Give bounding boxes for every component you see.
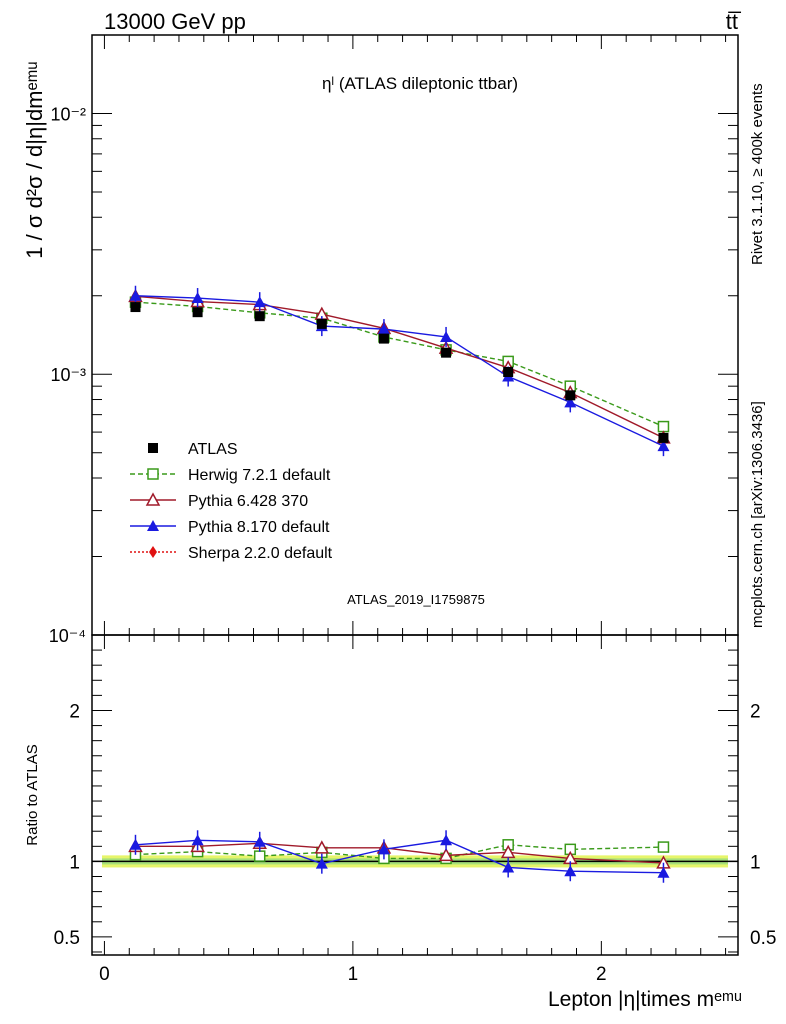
ratio-pythia-6-428-370-point [438,847,454,862]
ratio-pythia-8-170-default-point [657,866,670,878]
ratio-pythia-8-170-default-point [377,843,390,855]
main-atlas-point [503,367,514,378]
ratio-pythia-8-170-default-point [502,861,515,873]
legend-label-atlas: ATLAS [188,441,238,458]
ratio-y-tick-label-right: 2 [750,701,761,722]
legend-marker-herwig-7-2-1-default [147,468,159,480]
ratio-pythia-8-170-default-point [315,857,328,869]
ratio-herwig-7-2-1-default-point [253,850,266,862]
x-tick-label: 2 [596,964,607,985]
main-herwig-7-2-1-default-point [657,420,670,433]
main-pythia-8-170-default-point [377,323,390,335]
ratio-pythia-8-170-default-point [129,838,142,850]
header-left: 13000 GeV pp [104,9,246,34]
analysis-label: ATLAS_2019_I1759875 [347,592,485,607]
legend-marker-atlas [148,443,158,453]
ratio-pythia-8-170-default-point [191,834,204,846]
ratio-herwig-7-2-1-default-point [657,841,670,853]
x-axis-label: Lepton |η|times mᵉᵐᵘ [548,988,742,1011]
main-atlas-point [565,390,576,401]
x-tick-label: 1 [348,964,359,985]
main-pythia-8-170-default-point [564,396,577,408]
ratio-y-tick-label: 0.5 [54,928,80,949]
header-right: tt̅ [726,9,742,34]
main-pythia-8-170-default-point [129,289,142,301]
main-pythia-8-170-default-point [440,330,453,342]
ratio-pythia-6-428-370-point [500,844,516,859]
ratio-y-axis-label: Ratio to ATLAS [24,744,41,845]
ratio-y-tick-label: 2 [69,701,80,722]
y-tick-label: 10⁻⁴ [49,626,86,646]
main-pythia-8-170-default-point [253,296,266,308]
main-atlas-point [378,333,389,344]
legend-marker-pythia-8-170-default [147,520,159,531]
legend-marker-pythia-6-428-370 [145,492,161,506]
legend-marker-sherpa-2-2-0-default [149,546,157,558]
main-atlas-point [316,318,327,329]
main-atlas-point [192,307,203,318]
x-tick-label: 0 [99,964,110,985]
main-atlas-point [441,347,452,358]
main-atlas-point [254,311,265,322]
main-pythia-6-428-370-line [135,295,664,439]
ratio-pythia-8-170-default-point [564,865,577,877]
y-tick-label: 10⁻² [50,104,86,124]
ratio-pythia-6-428-370-point [314,840,330,854]
main-atlas-point [658,432,669,443]
ratio-pythia-8-170-default-point [440,834,453,846]
main-pythia-8-170-default-point [657,440,670,452]
main-pythia-8-170-default-point [191,292,204,304]
y-axis-label: 1 / σ d²σ / d|η|dmᵉᵐᵘ [22,61,47,258]
main-title: ηˡ (ATLAS dileptonic ttbar) [322,74,518,93]
ratio-y-tick-label-right: 0.5 [750,928,776,949]
main-herwig-7-2-1-default-line [135,301,664,428]
mcplots-label: mcplots.cern.ch [arXiv:1306.3436] [749,401,766,628]
ratio-pythia-8-170-default-point [253,835,266,847]
legend-label-pythia-8-170-default: Pythia 8.170 default [188,519,330,536]
ratio-plot-frame [91,634,739,956]
ratio-y-tick-label-right: 1 [750,852,761,873]
y-tick-label: 10⁻³ [50,365,86,385]
legend-label-pythia-6-428-370: Pythia 6.428 370 [188,493,308,510]
legend-label-herwig-7-2-1-default: Herwig 7.2.1 default [188,467,331,484]
ratio-y-tick-label: 1 [69,852,80,873]
rivet-label: Rivet 3.1.10, ≥ 400k events [749,83,766,265]
main-pythia-8-170-default-line [135,295,664,447]
main-atlas-point [130,302,141,313]
legend-label-sherpa-2-2-0-default: Sherpa 2.2.0 default [188,545,333,562]
